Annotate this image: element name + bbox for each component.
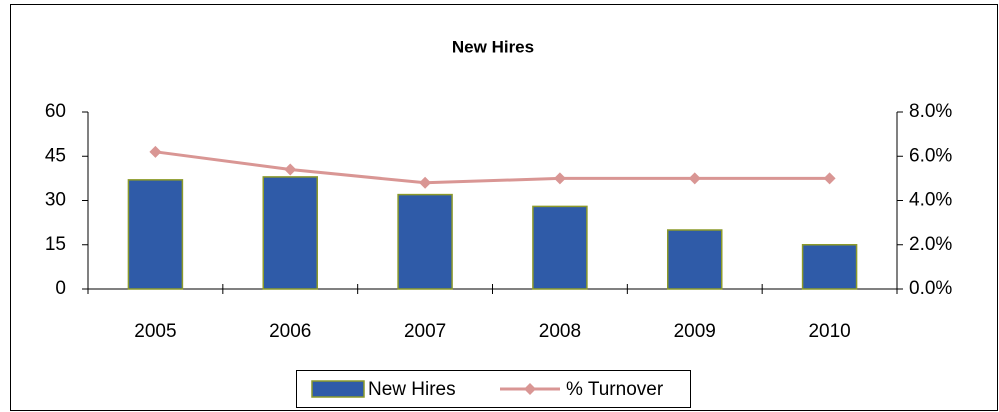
line-marker [823,172,836,185]
y-tick-label: 60 [45,101,66,122]
legend-label: New Hires [368,379,456,400]
y2-tick-label: 0.0% [909,278,952,299]
line [155,150,830,185]
legend-label: % Turnover [566,379,664,400]
bar [397,193,453,290]
legend-box [296,370,691,408]
line-marker [149,145,162,158]
y2-tick-label: 4.0% [909,190,952,211]
chart-title: New Hires [452,37,534,56]
y-tick-label: 15 [45,234,66,255]
x-tick-label: 2009 [674,321,716,342]
line-marker [688,172,701,185]
x-tick-label: 2006 [269,321,311,342]
y-tick-label: 0 [55,278,66,299]
y-tick-label: 30 [45,190,66,211]
y2-tick-label: 8.0% [909,101,952,122]
line-marker [419,176,432,189]
legend-marker [524,383,536,395]
bar [801,244,858,290]
y2-tick-label: 2.0% [909,234,952,255]
x-tick-label: 2010 [808,321,850,342]
x-tick-label: 2007 [404,321,446,342]
bar [262,176,318,290]
bar [127,179,184,290]
legend-swatch [311,380,365,398]
bar [667,229,723,290]
line-marker [553,172,566,185]
x-tick-label: 2005 [134,321,176,342]
x-tick-label: 2008 [539,321,581,342]
bar [532,205,588,290]
line-marker [284,163,297,176]
y-tick-label: 45 [45,145,66,166]
y2-tick-label: 6.0% [909,145,952,166]
